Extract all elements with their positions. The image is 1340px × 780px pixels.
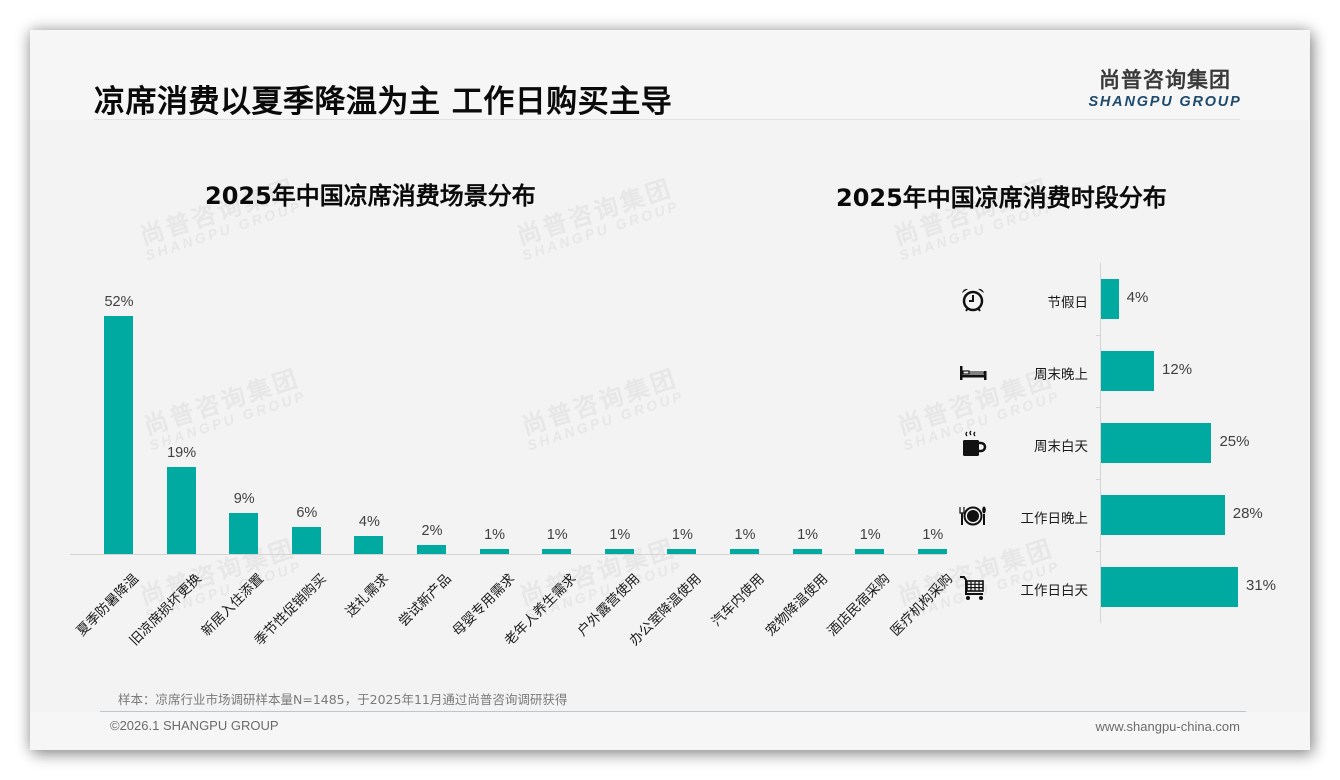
- bar-value-label: 12%: [1162, 361, 1193, 378]
- alarm-clock-icon: [958, 285, 988, 315]
- bar: [1101, 567, 1238, 607]
- bar: [730, 549, 759, 554]
- bar: [166, 467, 196, 554]
- watermark-english: SHANGPU GROUP: [520, 197, 682, 264]
- bar: [229, 512, 259, 554]
- period-bar-chart: 节假日 4% 周末晚上 12% 周末白天 25% 工作日晚上 28% 工作日白天 31%: [940, 260, 1300, 630]
- bar-column: 6%: [276, 280, 338, 554]
- axis-tick: [1096, 335, 1101, 336]
- bar: [1101, 279, 1119, 319]
- bar-value-label: 1%: [671, 527, 693, 544]
- bar-row: 周末白天 25%: [940, 407, 1300, 479]
- logo-chinese: 尚普咨询集团: [1099, 68, 1231, 92]
- slide: 凉席消费以夏季降温为主 工作日购买主导 尚普咨询集团 SHANGPU GROUP…: [30, 30, 1310, 750]
- bar-column: 1%: [714, 280, 776, 554]
- axis-tick: [1096, 407, 1101, 408]
- bar-column: 4%: [338, 280, 400, 554]
- category-label: 节假日: [1047, 295, 1089, 311]
- bar-value-label: 1%: [484, 527, 506, 544]
- bar-column: 1%: [589, 280, 651, 554]
- bar-column: 1%: [464, 280, 526, 554]
- bar: [354, 535, 384, 554]
- bar-value-label: 1%: [797, 527, 819, 544]
- footer-band: [30, 712, 1310, 750]
- bar: [1101, 423, 1212, 463]
- bar-value-label: 6%: [296, 504, 318, 521]
- category-label: 工作日白天: [1020, 583, 1089, 599]
- category-label: 汽车内使用: [708, 570, 768, 630]
- bar: [917, 549, 947, 554]
- bar: [1101, 351, 1155, 391]
- watermark-chinese: 尚普咨询集团: [513, 173, 677, 251]
- bar: [1101, 495, 1225, 535]
- bar: [667, 549, 697, 554]
- watermark: 尚普咨询集团 SHANGPU GROUP: [513, 173, 682, 264]
- hot-coffee-mug-icon: [958, 429, 988, 459]
- bar-value-label: 25%: [1219, 433, 1250, 450]
- sample-note: 样本：凉席行业市场调研样本量N=1485，于2025年11月通过尚普咨询调研获得: [118, 692, 568, 707]
- category-label: 送礼需求: [343, 570, 393, 621]
- category-label: 尝试新产品: [395, 570, 455, 630]
- bar-row: 周末晚上 12%: [940, 335, 1300, 407]
- website-link[interactable]: www.shangpu-china.com: [1095, 719, 1240, 734]
- bar-value-label: 31%: [1246, 577, 1277, 594]
- scene-bar-chart: 52% 夏季防暑降温 19% 旧凉席损坏更换 9% 新居入住添置 6% 季节性促销购买 4% 送礼…: [70, 280, 956, 710]
- bar-row: 节假日 4%: [940, 263, 1300, 335]
- bar-column: 1%: [902, 280, 964, 554]
- bar-value-label: 9%: [233, 490, 255, 507]
- bar: [417, 544, 446, 554]
- bar: [542, 549, 572, 554]
- bar-value-label: 2%: [421, 522, 443, 539]
- bar: [479, 549, 509, 554]
- category-label: 酒店民宿采购: [824, 570, 894, 640]
- bar-value-label: 1%: [859, 527, 881, 544]
- bed-icon: [958, 357, 988, 387]
- y-axis-line: [1100, 263, 1101, 623]
- bar: [855, 549, 885, 554]
- header-band: [30, 30, 1310, 120]
- axis-tick: [1096, 479, 1101, 480]
- bar-value-label: 1%: [609, 527, 631, 544]
- bar-column: 1%: [839, 280, 901, 554]
- footer-divider: [100, 711, 1246, 712]
- logo-english: SHANGPU GROUP: [1088, 94, 1242, 110]
- category-label: 周末白天: [1034, 439, 1088, 455]
- bar-column: 1%: [651, 280, 713, 554]
- bar-row: 工作日白天 31%: [940, 551, 1300, 623]
- shopping-cart-icon: [958, 573, 988, 603]
- bar-column: 2%: [401, 280, 463, 554]
- bar-column: 9%: [213, 280, 275, 554]
- bar-value-label: 1%: [734, 527, 756, 544]
- category-label: 工作日晚上: [1020, 511, 1089, 527]
- bar-value-label: 4%: [358, 513, 380, 530]
- plate-cutlery-icon: [958, 501, 988, 531]
- bar-row: 工作日晚上 28%: [940, 479, 1300, 551]
- bar-column: 1%: [777, 280, 839, 554]
- axis-tick: [1096, 551, 1101, 552]
- title-divider: [94, 119, 1240, 120]
- bar-value-label: 52%: [104, 294, 134, 310]
- bar-column: 1%: [526, 280, 588, 554]
- x-axis-line: [70, 554, 946, 555]
- category-label: 周末晚上: [1034, 367, 1088, 383]
- bar-value-label: 28%: [1232, 505, 1263, 522]
- bar-value-label: 19%: [167, 445, 197, 462]
- period-chart-title: 2025年中国凉席消费时段分布: [836, 184, 1167, 212]
- bar: [291, 526, 321, 554]
- bar-column: 52%: [88, 280, 150, 554]
- bar: [604, 549, 634, 554]
- page-title: 凉席消费以夏季降温为主 工作日购买主导: [94, 84, 673, 120]
- bar-value-label: 4%: [1126, 289, 1149, 306]
- bar-value-label: 1%: [546, 527, 568, 544]
- bar-column: 19%: [151, 280, 213, 554]
- company-logo: 尚普咨询集团 SHANGPU GROUP: [1085, 64, 1245, 110]
- bar: [104, 316, 133, 554]
- bar-value-label: 1%: [922, 527, 944, 544]
- copyright-text: ©2026.1 SHANGPU GROUP: [110, 718, 279, 733]
- bar: [792, 549, 822, 554]
- category-label: 宠物降温使用: [762, 570, 831, 640]
- scene-chart-title: 2025年中国凉席消费场景分布: [205, 182, 536, 210]
